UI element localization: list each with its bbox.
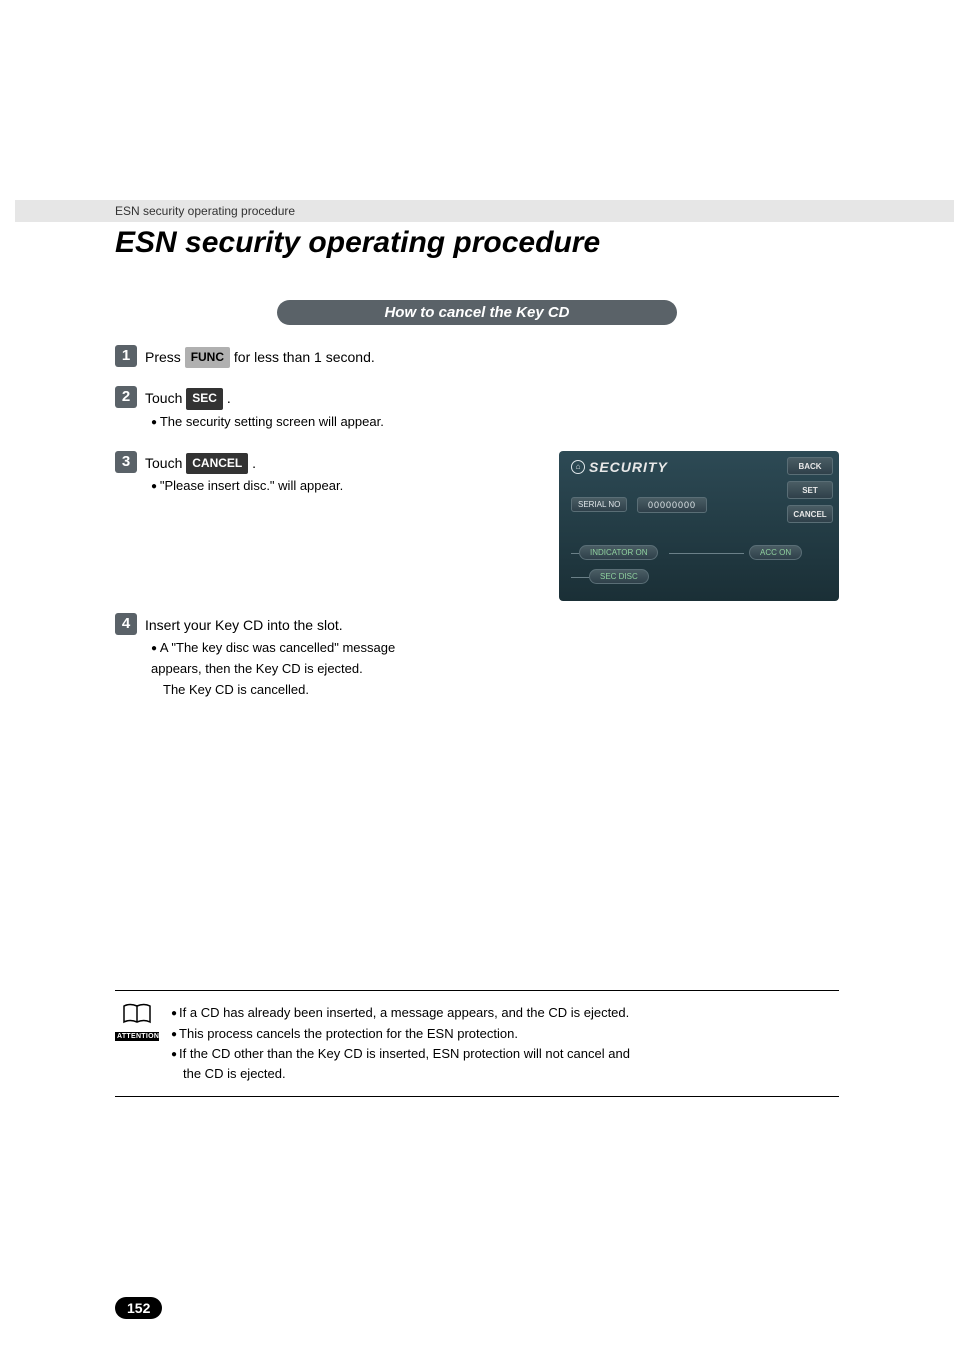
step-1: 1 Press FUNC for less than 1 second. — [115, 345, 839, 368]
acc-on-pill[interactable]: ACC ON — [749, 545, 802, 560]
step-bullet: A "The key disc was cancelled" message a… — [145, 638, 405, 680]
step-text-post: . — [252, 455, 256, 471]
step-text-post: . — [227, 390, 231, 406]
step-text-pre: Touch — [145, 455, 186, 471]
step-3: 3 Touch CANCEL . "Please insert disc." w… — [115, 451, 539, 497]
step-number-badge: 1 — [115, 345, 137, 367]
attention-icon-block: ATTENTION — [115, 1003, 159, 1041]
step-text-pre: Touch — [145, 390, 186, 406]
serial-no-label: SERIAL NO — [571, 497, 627, 512]
screen-title-row: ⌂ SECURITY — [571, 459, 668, 475]
indicator-on-pill[interactable]: INDICATOR ON — [579, 545, 658, 560]
attention-text: If a CD has already been inserted, a mes… — [171, 1003, 839, 1084]
step-body: Touch CANCEL . "Please insert disc." wil… — [145, 451, 539, 497]
sec-disc-pill[interactable]: SEC DISC — [589, 569, 649, 584]
func-button-label: FUNC — [185, 347, 230, 368]
sec-button-label: SEC — [186, 388, 223, 409]
step-body: Insert your Key CD into the slot. A "The… — [145, 613, 405, 701]
page-title: ESN security operating procedure — [115, 226, 839, 260]
step-number-badge: 3 — [115, 451, 137, 473]
step-text-pre: Insert your Key CD into the slot. — [145, 617, 343, 633]
set-button[interactable]: SET — [787, 481, 833, 499]
serial-no-value: 00000000 — [637, 497, 707, 513]
step-4: 4 Insert your Key CD into the slot. A "T… — [115, 613, 839, 701]
attention-item: This process cancels the protection for … — [171, 1024, 839, 1044]
header-breadcrumb: ESN security operating procedure — [15, 200, 954, 222]
connector-line — [669, 553, 744, 554]
step-extra-text: The Key CD is cancelled. — [145, 680, 405, 701]
connector-line — [571, 577, 589, 578]
step-3-row: 3 Touch CANCEL . "Please insert disc." w… — [115, 451, 839, 601]
step-number-badge: 4 — [115, 613, 137, 635]
book-icon — [122, 1003, 152, 1025]
security-screen-illustration: ⌂ SECURITY BACK SET CANCEL SERIAL NO 000… — [559, 451, 839, 601]
manual-page: ESN security operating procedure ESN sec… — [0, 0, 954, 1351]
attention-item: If the CD other than the Key CD is inser… — [171, 1044, 839, 1064]
step-body: Touch SEC . The security setting screen … — [145, 386, 839, 432]
step-number-badge: 2 — [115, 386, 137, 408]
lock-icon: ⌂ — [571, 460, 585, 474]
step-bullet: The security setting screen will appear. — [145, 412, 839, 433]
attention-label: ATTENTION — [115, 1032, 159, 1041]
screen-title: SECURITY — [589, 459, 668, 475]
cancel-button[interactable]: CANCEL — [787, 505, 833, 523]
step-text-post: for less than 1 second. — [234, 349, 375, 365]
step-bullet: "Please insert disc." will appear. — [145, 476, 539, 497]
step-2: 2 Touch SEC . The security setting scree… — [115, 386, 839, 432]
step-text-pre: Press — [145, 349, 185, 365]
attention-item-cont: the CD is ejected. — [171, 1064, 839, 1084]
attention-item: If a CD has already been inserted, a mes… — [171, 1003, 839, 1023]
connector-line — [571, 553, 579, 554]
attention-box: ATTENTION If a CD has already been inser… — [115, 990, 839, 1097]
cancel-button-label: CANCEL — [186, 453, 248, 474]
page-number: 152 — [115, 1297, 162, 1319]
step-body: Press FUNC for less than 1 second. — [145, 345, 839, 368]
section-heading: How to cancel the Key CD — [277, 300, 677, 325]
back-button[interactable]: BACK — [787, 457, 833, 475]
